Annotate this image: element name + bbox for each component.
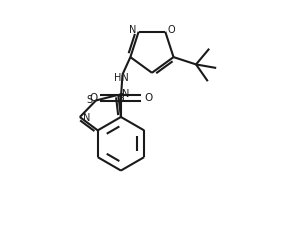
Text: O: O: [167, 25, 175, 35]
Text: S: S: [86, 96, 92, 106]
Text: N: N: [129, 25, 137, 35]
Text: O: O: [89, 93, 98, 103]
Text: N: N: [122, 89, 129, 98]
Text: O: O: [144, 93, 152, 103]
Text: S: S: [118, 93, 124, 103]
Text: N: N: [83, 113, 90, 123]
Text: HN: HN: [113, 73, 128, 83]
